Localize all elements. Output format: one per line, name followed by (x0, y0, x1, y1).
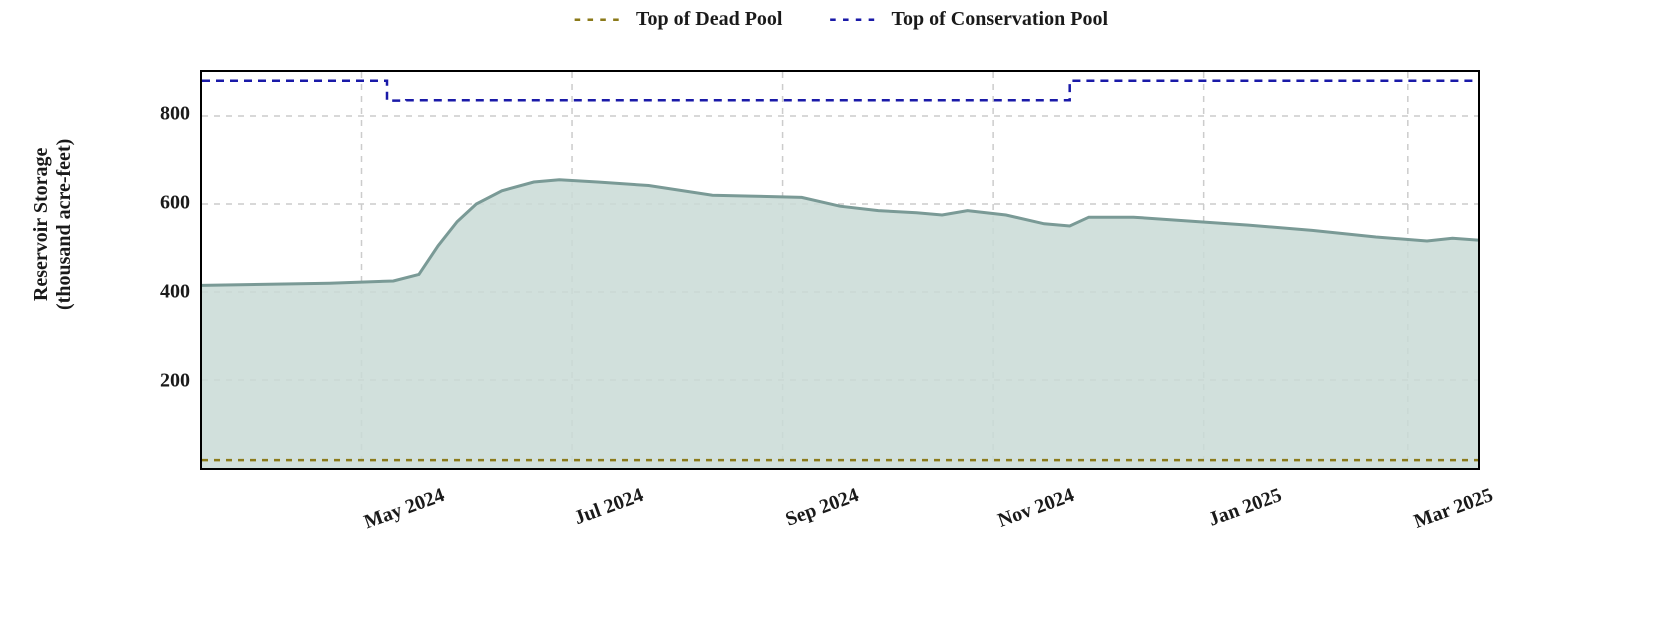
plot-area (200, 70, 1480, 470)
x-tick: Jan 2025 (1205, 484, 1284, 532)
y-tick-800: 800 (160, 103, 190, 126)
legend-dash-dead: ---- (572, 9, 623, 30)
x-tick: Mar 2025 (1411, 484, 1496, 534)
legend-dash-cons: ---- (828, 9, 879, 30)
y-tick-400: 400 (160, 281, 190, 304)
chart-legend: ---- Top of Dead Pool ---- Top of Conser… (0, 8, 1680, 31)
legend-dead-pool: ---- Top of Dead Pool (572, 8, 783, 31)
legend-dead-label: Top of Dead Pool (636, 8, 783, 30)
y-axis-label-line2: (thousand acre-feet) (53, 139, 76, 310)
x-tick: Sep 2024 (783, 484, 862, 532)
y-axis-label-line1: Reservoir Storage (30, 139, 53, 310)
y-axis-label: Reservoir Storage (thousand acre-feet) (30, 139, 76, 310)
x-tick: Jul 2024 (572, 484, 647, 530)
y-tick-200: 200 (160, 370, 190, 393)
legend-conservation-pool: ---- Top of Conservation Pool (828, 8, 1109, 31)
y-tick-600: 600 (160, 192, 190, 215)
legend-cons-label: Top of Conservation Pool (892, 8, 1109, 30)
x-tick: May 2024 (361, 484, 448, 534)
x-tick: Nov 2024 (994, 484, 1077, 533)
storage-area (202, 180, 1478, 468)
chart-svg (202, 72, 1478, 468)
conservation-pool-line (202, 81, 1478, 101)
